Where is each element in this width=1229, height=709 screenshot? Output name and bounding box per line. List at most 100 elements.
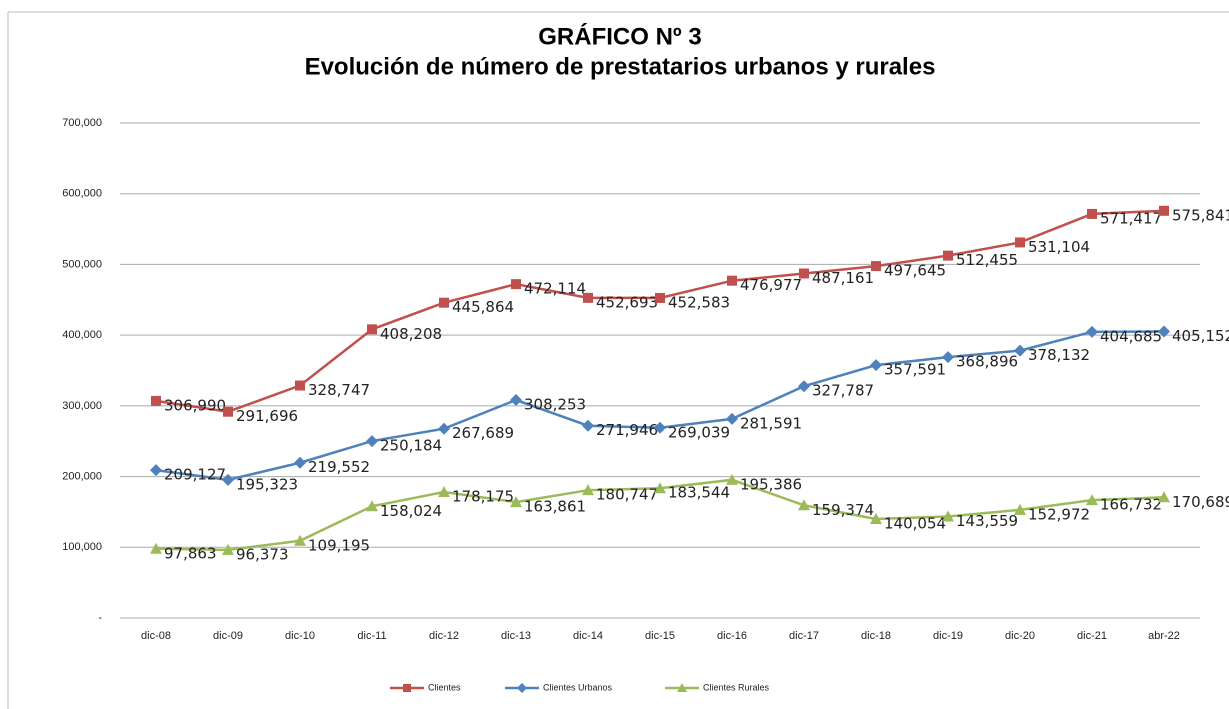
marker [870, 512, 882, 524]
legend-marker [403, 684, 411, 692]
data-label: 183,544 [668, 484, 730, 502]
x-tick-label: dic-12 [429, 630, 459, 642]
marker [1158, 491, 1170, 503]
marker [583, 292, 593, 303]
legend-label: Clientes Rurales [703, 682, 770, 692]
legend-label: Clientes Urbanos [543, 682, 613, 692]
y-tick-label: - [98, 612, 102, 624]
data-label: 512,455 [956, 251, 1018, 269]
marker [726, 473, 738, 485]
marker [1014, 344, 1026, 357]
data-label: 159,374 [812, 501, 874, 519]
marker [655, 292, 665, 303]
x-tick-label: dic-09 [213, 630, 243, 642]
data-label: 452,693 [596, 293, 658, 311]
marker [942, 351, 954, 364]
marker [870, 359, 882, 372]
x-tick-label: dic-17 [789, 630, 819, 642]
marker [1086, 494, 1098, 506]
data-label: 96,373 [236, 545, 289, 563]
y-tick-label: 300,000 [62, 400, 102, 412]
x-tick-label: dic-11 [357, 630, 386, 642]
marker [295, 380, 305, 391]
marker [151, 395, 161, 406]
data-label: 140,054 [884, 514, 946, 532]
marker [367, 324, 377, 335]
x-tick-label: dic-19 [933, 630, 963, 642]
marker [942, 510, 954, 522]
data-label: 195,323 [236, 475, 298, 493]
marker [510, 394, 522, 407]
marker [1087, 208, 1097, 219]
data-label: 378,132 [1028, 346, 1090, 364]
x-tick-label: dic-08 [141, 630, 171, 642]
data-label: 209,127 [164, 466, 226, 484]
marker [294, 534, 306, 546]
data-label: 571,417 [1100, 209, 1162, 227]
marker [366, 435, 378, 448]
data-label: 368,896 [956, 353, 1018, 371]
marker [438, 486, 450, 498]
marker [1086, 325, 1098, 338]
data-label: 97,863 [164, 544, 217, 562]
marker [223, 406, 233, 417]
data-label: 178,175 [452, 488, 514, 506]
marker [871, 261, 881, 272]
legend-marker [517, 683, 527, 693]
data-label: 152,972 [1028, 505, 1090, 523]
data-label: 405,152 [1172, 327, 1229, 345]
data-label: 531,104 [1028, 238, 1090, 256]
data-label: 170,689 [1172, 493, 1229, 511]
data-label: 487,161 [812, 269, 874, 287]
marker [1014, 503, 1026, 515]
data-label: 452,583 [668, 293, 730, 311]
marker [654, 482, 666, 494]
marker [798, 499, 810, 511]
x-tick-label: dic-15 [645, 630, 675, 642]
data-label: 575,841 [1172, 206, 1229, 224]
data-label: 404,685 [1100, 327, 1162, 345]
chart-title: GRÁFICO Nº 3 [538, 22, 701, 50]
legend-marker [677, 683, 687, 692]
marker [1158, 325, 1170, 338]
data-label: 195,386 [740, 475, 802, 493]
data-label: 476,977 [740, 276, 802, 294]
data-label: 158,024 [380, 502, 442, 520]
y-tick-label: 600,000 [62, 188, 102, 200]
data-label: 472,114 [524, 280, 586, 298]
y-tick-label: 700,000 [62, 117, 102, 129]
y-tick-label: 100,000 [62, 541, 102, 553]
data-label: 267,689 [452, 424, 514, 442]
x-tick-label: dic-16 [717, 630, 747, 642]
data-label: 143,559 [956, 512, 1018, 530]
data-label: 180,747 [596, 486, 658, 504]
data-label: 327,787 [812, 382, 874, 400]
marker [1015, 237, 1025, 248]
marker [1159, 205, 1169, 216]
data-label: 109,195 [308, 536, 370, 554]
data-label: 163,861 [524, 498, 586, 516]
marker [799, 268, 809, 279]
marker [294, 456, 306, 469]
legend-label: Clientes [428, 682, 461, 692]
data-label: 250,184 [380, 437, 442, 455]
data-label: 291,696 [236, 407, 298, 425]
data-label: 269,039 [668, 423, 730, 441]
data-label: 271,946 [596, 421, 658, 439]
x-tick-label: abr-22 [1148, 630, 1180, 642]
data-label: 281,591 [740, 414, 802, 432]
x-tick-label: dic-13 [501, 630, 531, 642]
data-label: 328,747 [308, 381, 370, 399]
marker [222, 473, 234, 486]
x-tick-label: dic-20 [1005, 630, 1035, 642]
x-tick-label: dic-18 [861, 630, 891, 642]
data-label: 308,253 [524, 396, 586, 414]
data-label: 497,645 [884, 262, 946, 280]
y-tick-label: 400,000 [62, 329, 102, 341]
x-tick-label: dic-14 [573, 630, 603, 642]
x-tick-label: dic-21 [1077, 630, 1107, 642]
marker [511, 279, 521, 290]
data-label: 445,864 [452, 298, 514, 316]
marker [439, 297, 449, 308]
